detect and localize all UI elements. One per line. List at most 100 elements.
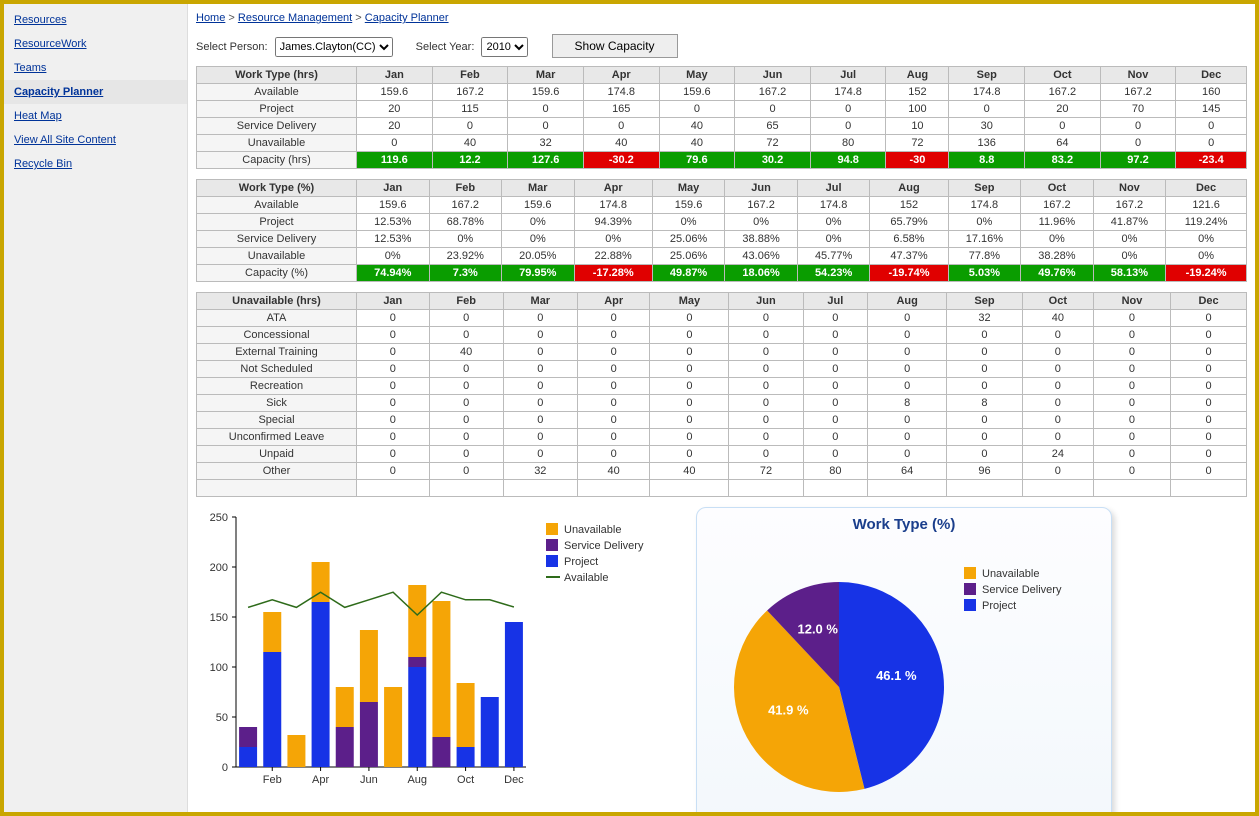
cell: 94.39%	[574, 214, 652, 231]
cell: 0	[868, 310, 947, 327]
cell: 121.6	[1166, 197, 1247, 214]
breadcrumb-link[interactable]: Home	[196, 12, 225, 24]
sidebar-item-resourcework[interactable]: ResourceWork	[4, 32, 187, 56]
cell: 0	[1100, 135, 1176, 152]
cell: 0	[803, 412, 868, 429]
cell: 0	[868, 361, 947, 378]
cell: 72	[729, 463, 803, 480]
cell: 0	[1022, 429, 1093, 446]
cell: 0	[1093, 361, 1170, 378]
cell: 0	[868, 378, 947, 395]
cell: 115	[432, 101, 508, 118]
capacity-cell: 49.76%	[1021, 265, 1094, 282]
capacity-cell: 74.94%	[357, 265, 430, 282]
cell: 77.8%	[948, 248, 1021, 265]
svg-text:Feb: Feb	[263, 774, 282, 786]
cell: 145	[1176, 101, 1247, 118]
month-header: Feb	[429, 180, 502, 197]
month-header: Mar	[503, 293, 577, 310]
cell: 0	[357, 344, 430, 361]
sidebar-item-view-all-site-content[interactable]: View All Site Content	[4, 128, 187, 152]
show-capacity-button[interactable]: Show Capacity	[552, 34, 678, 58]
cell: 20	[357, 118, 433, 135]
month-header: Nov	[1093, 180, 1166, 197]
cell: 0	[429, 361, 503, 378]
capacity-cell: 127.6	[508, 152, 584, 169]
cell: 159.6	[659, 84, 735, 101]
row-label: Unconfirmed Leave	[197, 429, 357, 446]
capacity-cell: 7.3%	[429, 265, 502, 282]
cell: 0	[429, 412, 503, 429]
cell: 0	[803, 361, 868, 378]
cell: 0	[650, 310, 729, 327]
svg-text:Unavailable: Unavailable	[982, 568, 1039, 580]
capacity-cell: 97.2	[1100, 152, 1176, 169]
sidebar-item-resources[interactable]: Resources	[4, 8, 187, 32]
table-pct-container: Work Type (%)JanFebMarAprMayJunJulAugSep…	[196, 179, 1247, 282]
cell: 0%	[502, 214, 575, 231]
cell: 32	[503, 463, 577, 480]
cell: 70	[1100, 101, 1176, 118]
capacity-cell: 94.8	[810, 152, 886, 169]
cell: 0	[583, 118, 659, 135]
cell: 0	[729, 344, 803, 361]
month-header: Jun	[725, 180, 798, 197]
sidebar-item-heat-map[interactable]: Heat Map	[4, 104, 187, 128]
cell: 0	[1176, 118, 1247, 135]
cell: 0	[729, 310, 803, 327]
sidebar-item-capacity-planner[interactable]: Capacity Planner	[4, 80, 187, 104]
main-content: Home > Resource Management > Capacity Pl…	[188, 4, 1255, 812]
table-hrs-container: Work Type (hrs)JanFebMarAprMayJunJulAugS…	[196, 66, 1247, 169]
month-header: Oct	[1021, 180, 1094, 197]
cell: 0	[947, 378, 1023, 395]
cell: 0	[503, 378, 577, 395]
sidebar-item-recycle-bin[interactable]: Recycle Bin	[4, 152, 187, 176]
svg-text:Service Delivery: Service Delivery	[982, 584, 1062, 596]
month-header: May	[652, 180, 725, 197]
table-row: Special000000000000	[197, 412, 1247, 429]
month-header: Jun	[729, 293, 803, 310]
cell: 0%	[797, 214, 870, 231]
cell: 0	[1171, 446, 1247, 463]
cell: 0	[650, 395, 729, 412]
year-select[interactable]: 2010	[481, 37, 528, 57]
capacity-row: Capacity (%)74.94%7.3%79.95%-17.28%49.87…	[197, 265, 1247, 282]
cell: 0	[577, 327, 650, 344]
cell: 0	[577, 395, 650, 412]
cell: 25.06%	[652, 248, 725, 265]
cell: 0%	[357, 248, 430, 265]
cell: 0	[357, 446, 430, 463]
cell: 0	[659, 101, 735, 118]
cell: 119.24%	[1166, 214, 1247, 231]
cell: 0	[1171, 463, 1247, 480]
person-select[interactable]: James.Clayton(CC)	[275, 37, 393, 57]
cell: 0	[577, 344, 650, 361]
row-label: Unpaid	[197, 446, 357, 463]
cell: 0	[803, 446, 868, 463]
month-header: Mar	[508, 67, 584, 84]
cell: 65	[735, 118, 811, 135]
sidebar-item-teams[interactable]: Teams	[4, 56, 187, 80]
cell: 0	[429, 429, 503, 446]
cell: 0%	[429, 231, 502, 248]
cell: 0	[729, 378, 803, 395]
breadcrumb-link[interactable]: Resource Management	[238, 12, 352, 24]
svg-text:Project: Project	[564, 556, 598, 568]
table-row: External Training0400000000000	[197, 344, 1247, 361]
cell: 0	[1093, 378, 1170, 395]
cell: 40	[583, 135, 659, 152]
breadcrumb-link[interactable]: Capacity Planner	[365, 12, 449, 24]
capacity-row: Capacity (hrs)119.612.2127.6-30.279.630.…	[197, 152, 1247, 169]
cell: 0	[1171, 429, 1247, 446]
row-label: Project	[197, 214, 357, 231]
table-header: Work Type (hrs)	[197, 67, 357, 84]
person-label: Select Person:	[196, 41, 268, 53]
cell: 68.78%	[429, 214, 502, 231]
svg-text:50: 50	[216, 712, 228, 724]
cell: 47.37%	[870, 248, 948, 265]
cell: 40	[659, 135, 735, 152]
cell: 0	[357, 361, 430, 378]
cell: 0	[1022, 378, 1093, 395]
cell: 0	[503, 361, 577, 378]
year-label: Select Year:	[416, 41, 475, 53]
